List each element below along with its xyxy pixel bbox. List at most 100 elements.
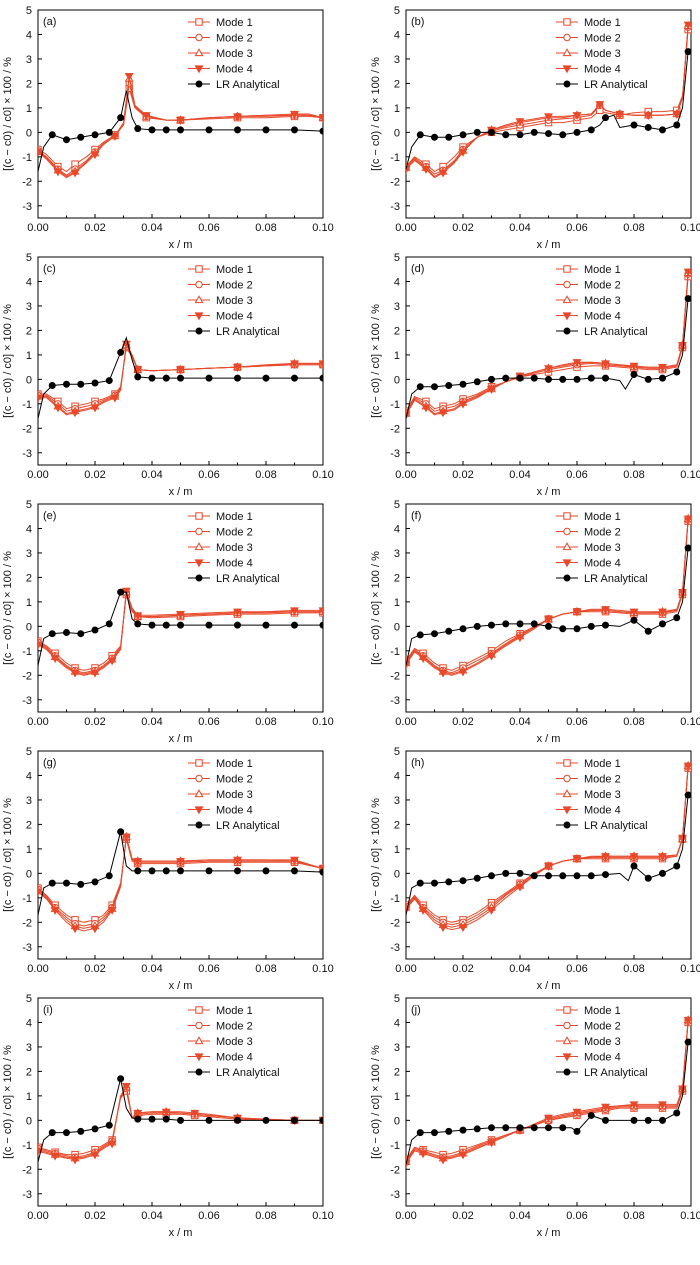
legend-label: Mode 2 [584,774,621,786]
plot-frame [405,256,692,466]
data-point [445,1127,453,1135]
y-tick-label: 1 [26,350,32,362]
chart-panel: -3 -2 -1 0 1 2 3 4 5 0.00 0.02 0.04 0.06 0.08 0.10 x / … [2,746,334,992]
data-point [659,1116,666,1124]
data-point [48,381,56,389]
data-point [233,364,242,372]
x-tick-label: 0.00 [395,963,416,975]
data-point [90,151,100,160]
data-point [134,620,142,628]
data-point [488,375,495,383]
data-point [205,621,213,629]
data-point [90,1151,100,1160]
data-point [262,621,270,629]
legend-label: LR Analytical [584,79,648,91]
y-tick-label: -3 [390,942,400,954]
data-point [659,126,666,134]
data-point [644,375,652,383]
data-point [644,874,652,882]
x-tick-label: 0.04 [509,222,530,234]
data-point [630,121,638,129]
y-tick-label: 4 [394,770,400,782]
data-point [587,126,595,134]
y-axis-title: [(c − c0) / c0] × 100 / % [370,304,382,418]
data-point [234,1116,241,1124]
data-point [205,126,213,134]
data-point [601,853,610,862]
y-tick-label: -2 [22,176,32,188]
data-point [421,404,431,413]
x-tick-label: 0.06 [198,963,219,975]
data-point [177,867,184,875]
legend-marker [563,33,571,42]
data-point [416,131,424,139]
legend-label: LR Analytical [216,1067,280,1079]
y-tick-label: 1 [26,103,32,115]
legend-label: Mode 3 [216,542,253,554]
x-tick-label: 0.00 [395,1210,416,1222]
data-point [601,606,610,615]
data-point [459,1126,467,1134]
x-axis-title: x / m [537,486,561,498]
data-point [683,268,691,277]
panel-label: (h) [411,757,424,769]
plot-frame [37,503,324,713]
legend-label: Mode 4 [216,805,253,817]
chart-panel: -3 -2 -1 0 1 2 3 4 5 0.00 0.02 0.04 0.06 0.08 0.10 x / … [2,499,334,745]
x-tick-label: 0.04 [141,469,162,481]
data-point [318,114,323,123]
data-point [176,117,185,125]
legend-label: LR Analytical [584,326,648,338]
legend-label: Mode 3 [584,48,621,60]
legend-label: Mode 1 [216,758,253,770]
legend-marker [195,774,203,783]
data-point [318,607,323,616]
data-point [658,364,667,372]
data-point [161,1108,171,1117]
data-point [141,112,151,121]
plot-frame [405,503,692,713]
plot-frame [405,750,692,960]
y-tick-label: 4 [26,29,32,41]
data-point [438,924,448,933]
legend-label: Mode 4 [216,558,253,570]
x-tick-label: 0.08 [255,1210,276,1222]
y-tick-label: 2 [26,78,32,90]
legend-marker [195,1006,203,1014]
x-axis-title: x / m [169,733,193,745]
legend-marker [195,512,203,520]
data-point [473,874,481,882]
y-tick-label: -3 [390,201,400,213]
y-tick-label: -2 [390,1164,400,1176]
data-point [659,620,666,628]
data-point [684,544,691,552]
legend-marker [195,18,203,26]
x-tick-label: 0.02 [452,963,473,975]
data-point [473,1125,481,1133]
x-tick-label: 0.06 [198,716,219,728]
legend-label: LR Analytical [216,326,280,338]
data-point [673,368,681,376]
data-point [573,128,581,136]
x-tick-label: 0.04 [141,1210,162,1222]
y-tick-label: 1 [26,597,32,609]
legend-marker [562,542,572,551]
series-line [406,1019,689,1164]
data-point [530,872,538,880]
data-point [673,614,681,622]
series-line [406,274,689,413]
x-tick-label: 0.04 [509,469,530,481]
x-tick-label: 0.00 [27,963,48,975]
y-axis-title: [(c − c0) / c0] × 100 / % [2,551,14,665]
data-point [110,132,120,141]
data-point [117,1075,125,1083]
x-tick-label: 0.04 [141,222,162,234]
data-point [516,374,524,382]
series-line [406,768,689,923]
data-point [683,762,691,771]
y-tick-label: -3 [390,1189,400,1201]
legend-marker [563,774,571,783]
data-point [63,879,70,887]
data-point [488,1124,495,1132]
plot-frame [37,9,324,219]
